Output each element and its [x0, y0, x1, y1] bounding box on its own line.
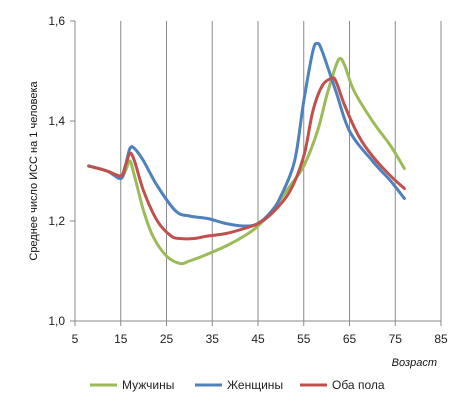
y-tick-label: 1,2 [48, 214, 65, 228]
y-tick-labels: 1,0 1,2 1,4 1,6 [48, 14, 65, 328]
x-tick-label: 25 [160, 332, 174, 346]
x-tick-labels: 5 15 25 35 45 55 65 75 85 [72, 332, 448, 346]
x-tick-label: 45 [251, 332, 265, 346]
x-tick-label: 55 [297, 332, 311, 346]
legend-label-3: Оба пола [332, 378, 385, 392]
y-tick-label: 1,6 [48, 14, 65, 28]
y-axis-title: Среднее число ИСС на 1 человека [28, 81, 40, 261]
axes [70, 20, 442, 326]
x-tick-label: 75 [389, 332, 403, 346]
x-tick-label: 65 [343, 332, 357, 346]
legend-label-1: Мужчины [122, 378, 174, 392]
x-tick-label: 85 [434, 332, 448, 346]
x-tick-label: 35 [206, 332, 220, 346]
y-tick-label: 1,0 [48, 314, 65, 328]
legend: Мужчины Женщины Оба пола [90, 378, 385, 392]
series-line-3 [87, 76, 406, 241]
x-tick-label: 15 [114, 332, 128, 346]
vertical-gridlines [120, 21, 442, 321]
x-axis-title: Возраст [392, 357, 437, 369]
x-tick-label: 5 [72, 332, 79, 346]
y-tick-label: 1,4 [48, 114, 65, 128]
series-line-1 [87, 57, 406, 266]
series-lines [87, 41, 406, 266]
legend-label-2: Женщины [227, 378, 283, 392]
